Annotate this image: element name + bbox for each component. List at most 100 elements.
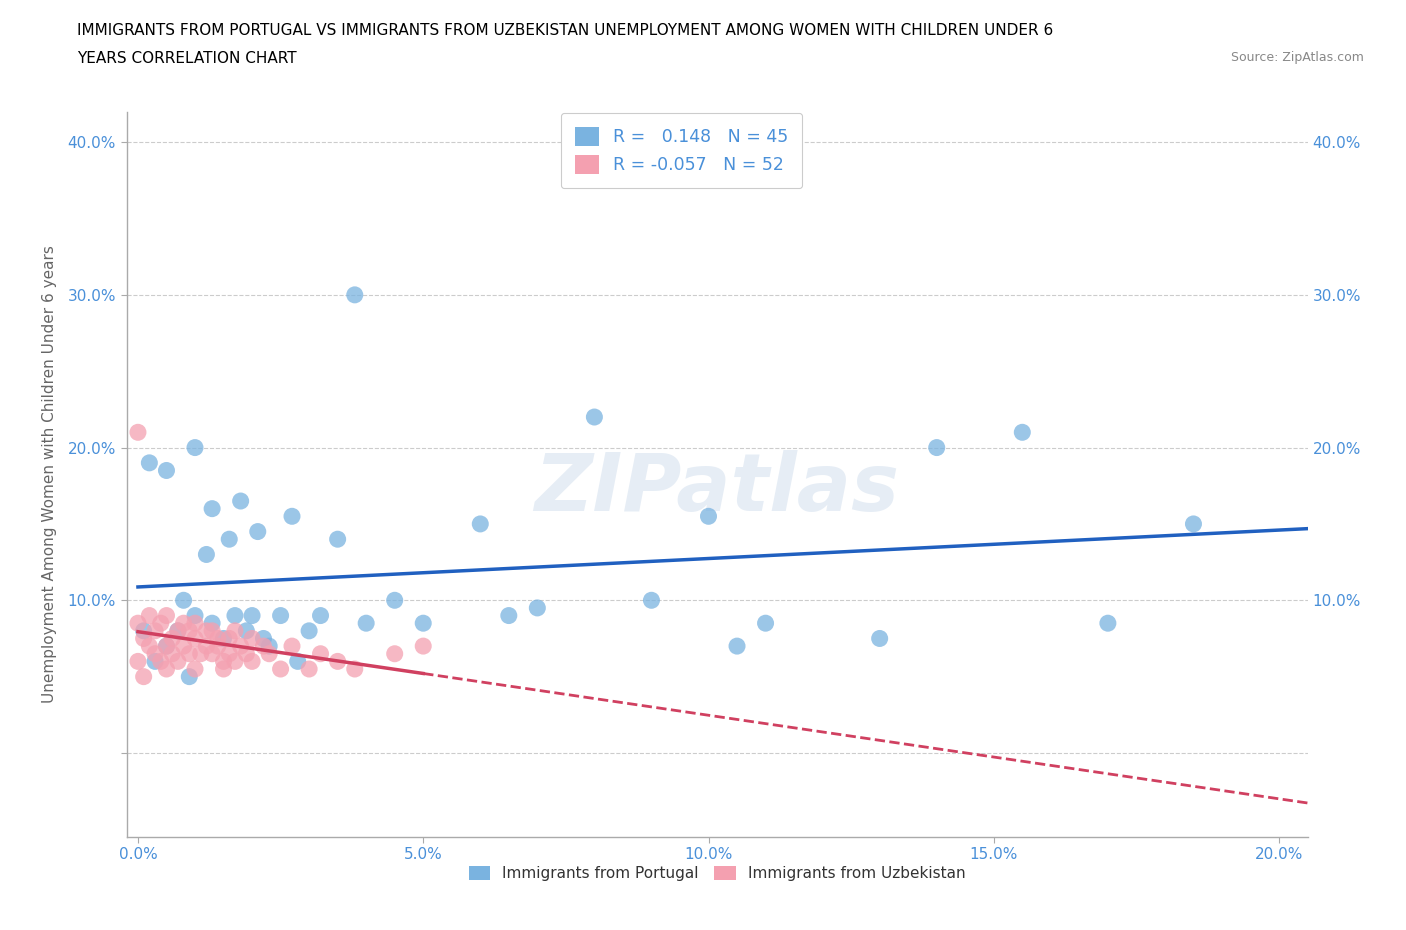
Point [179, 670, 201, 684]
Point [207, 631, 229, 646]
Point [212, 654, 235, 669]
Point [184, 440, 207, 455]
Point [270, 608, 292, 623]
Point [143, 623, 166, 638]
Point [754, 616, 776, 631]
Point [173, 592, 195, 607]
Point [155, 639, 177, 654]
Point [167, 654, 190, 669]
Point [240, 608, 263, 623]
Point [218, 631, 240, 646]
Point [235, 646, 257, 661]
Point [925, 440, 948, 455]
Point [252, 639, 274, 654]
Point [138, 639, 160, 654]
Y-axis label: Unemployment Among Women with Children Under 6 years: Unemployment Among Women with Children U… [42, 246, 56, 703]
Point [257, 639, 280, 654]
Point [224, 654, 246, 669]
Point [127, 616, 149, 631]
Point [1097, 616, 1119, 631]
Point [155, 463, 177, 478]
Point [195, 623, 218, 638]
Point [149, 616, 172, 631]
Point [1011, 425, 1033, 440]
Point [412, 616, 434, 631]
Point [190, 646, 212, 661]
Point [173, 639, 195, 654]
Point [309, 646, 332, 661]
Point [298, 661, 321, 676]
Point [167, 623, 190, 638]
Point [309, 608, 332, 623]
Point [246, 525, 269, 539]
Point [201, 646, 224, 661]
Point [173, 616, 195, 631]
Point [155, 608, 177, 623]
Point [240, 654, 263, 669]
Point [218, 646, 240, 661]
Point [526, 601, 548, 616]
Point [132, 670, 155, 684]
Text: IMMIGRANTS FROM PORTUGAL VS IMMIGRANTS FROM UZBEKISTAN UNEMPLOYMENT AMONG WOMEN : IMMIGRANTS FROM PORTUGAL VS IMMIGRANTS F… [77, 23, 1053, 38]
Point [149, 654, 172, 669]
Point [240, 631, 263, 646]
Point [281, 639, 304, 654]
Point [298, 623, 321, 638]
Point [201, 501, 224, 516]
Point [1182, 516, 1205, 531]
Point [229, 639, 252, 654]
Point [869, 631, 891, 646]
Point [281, 509, 304, 524]
Point [184, 608, 207, 623]
Point [224, 623, 246, 638]
Point [270, 661, 292, 676]
Point [143, 654, 166, 669]
Point [412, 639, 434, 654]
Point [155, 661, 177, 676]
Point [470, 516, 492, 531]
Point [207, 639, 229, 654]
Point [343, 287, 366, 302]
Point [354, 616, 377, 631]
Point [257, 646, 280, 661]
Point [127, 654, 149, 669]
Point [224, 608, 246, 623]
Point [132, 631, 155, 646]
Text: YEARS CORRELATION CHART: YEARS CORRELATION CHART [77, 51, 297, 66]
Point [326, 532, 349, 547]
Point [201, 623, 224, 638]
Point [252, 631, 274, 646]
Point [212, 631, 235, 646]
Point [229, 494, 252, 509]
Point [725, 639, 748, 654]
Point [155, 639, 177, 654]
Point [235, 623, 257, 638]
Point [138, 456, 160, 471]
Point [195, 639, 218, 654]
Point [212, 661, 235, 676]
Point [195, 547, 218, 562]
Point [697, 509, 720, 524]
Point [184, 661, 207, 676]
Point [127, 425, 149, 440]
Text: ZIPatlas: ZIPatlas [534, 450, 900, 528]
Point [640, 592, 662, 607]
Point [384, 592, 406, 607]
Point [143, 646, 166, 661]
Point [184, 631, 207, 646]
Point [326, 654, 349, 669]
Point [160, 646, 183, 661]
Point [583, 409, 606, 424]
Point [201, 616, 224, 631]
Legend: Immigrants from Portugal, Immigrants from Uzbekistan: Immigrants from Portugal, Immigrants fro… [463, 859, 972, 887]
Point [384, 646, 406, 661]
Point [184, 616, 207, 631]
Text: Source: ZipAtlas.com: Source: ZipAtlas.com [1230, 51, 1364, 64]
Point [287, 654, 309, 669]
Point [160, 631, 183, 646]
Point [167, 623, 190, 638]
Point [179, 646, 201, 661]
Point [138, 608, 160, 623]
Point [132, 623, 155, 638]
Point [498, 608, 520, 623]
